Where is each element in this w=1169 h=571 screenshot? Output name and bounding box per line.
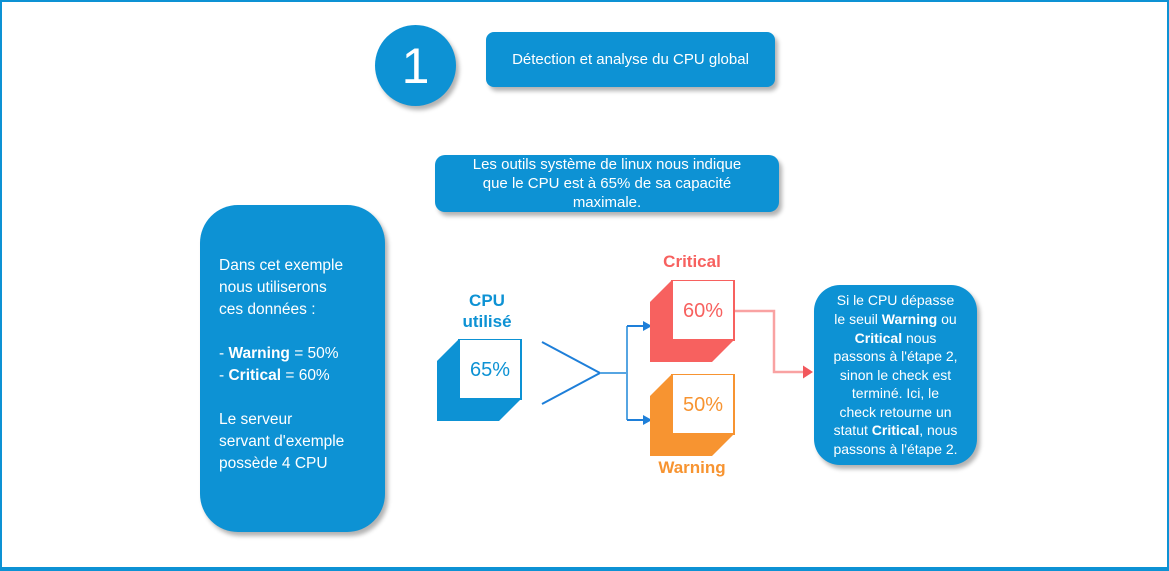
cpu-usage-node: 65%	[437, 339, 522, 421]
info-line: Les outils système de linux nous indique	[472, 156, 742, 173]
result-line: passons à l'étape 2.	[833, 441, 958, 458]
critical-node-label: Critical	[663, 252, 721, 271]
critical-to-result-connector	[734, 309, 803, 374]
step-number: 1	[401, 37, 430, 94]
intro-line: ces données :	[219, 301, 316, 318]
result-line: sinon le check est	[839, 366, 952, 383]
critical-node-face	[671, 280, 735, 341]
step-title-box: Détection et analyse du CPU global	[486, 32, 775, 87]
result-line: terminé. Ici, le	[851, 385, 940, 402]
spacer	[219, 321, 373, 343]
result-line: check retourne un	[839, 403, 952, 420]
cpu-node-face	[458, 339, 522, 400]
cpu-info-callout: Les outils système de linux nous indique…	[435, 155, 779, 212]
cpu-node-label: CPU utilisé	[462, 291, 512, 331]
intro-line: Dans cet exemple	[219, 257, 344, 274]
result-callout: Si le CPU dépasse le seuil Warning ou Cr…	[814, 285, 977, 465]
result-line: Si le CPU dépasse	[836, 292, 955, 309]
step-number-badge: 1	[375, 25, 456, 106]
warning-threshold-value: 50%	[683, 394, 723, 416]
warning-threshold-line: - Warning = 50%	[219, 345, 339, 362]
result-line: le seuil Warning ou	[834, 310, 957, 327]
spacer	[219, 387, 373, 409]
critical-threshold-value: 60%	[683, 300, 723, 322]
cpu-usage-value: 65%	[470, 359, 510, 381]
info-line: que le CPU est à 65% de sa capacité	[482, 175, 732, 192]
critical-threshold-line: - Critical = 60%	[219, 367, 330, 384]
branch-bracket-connector	[600, 326, 628, 420]
result-line: Critical nous	[854, 329, 937, 346]
footer-line: possède 4 CPU	[219, 455, 328, 472]
warning-threshold-node: 50%	[650, 374, 735, 456]
result-arrowhead-icon	[803, 365, 813, 379]
warning-node-face	[671, 374, 735, 435]
split-chevron-connector	[541, 341, 601, 405]
result-line: statut Critical, nous	[833, 422, 958, 439]
example-data-callout: Dans cet exemple nous utiliserons ces do…	[200, 205, 385, 532]
result-line: passons à l'étape 2,	[833, 348, 958, 365]
footer-line: Le serveur	[219, 411, 293, 428]
step-title-label: Détection et analyse du CPU global	[512, 51, 749, 68]
footer-line: servant d'exemple	[219, 433, 345, 450]
warning-node-label: Warning	[658, 458, 726, 477]
info-line: maximale.	[572, 194, 642, 211]
intro-line: nous utiliserons	[219, 279, 327, 296]
critical-threshold-node: 60%	[650, 280, 735, 362]
